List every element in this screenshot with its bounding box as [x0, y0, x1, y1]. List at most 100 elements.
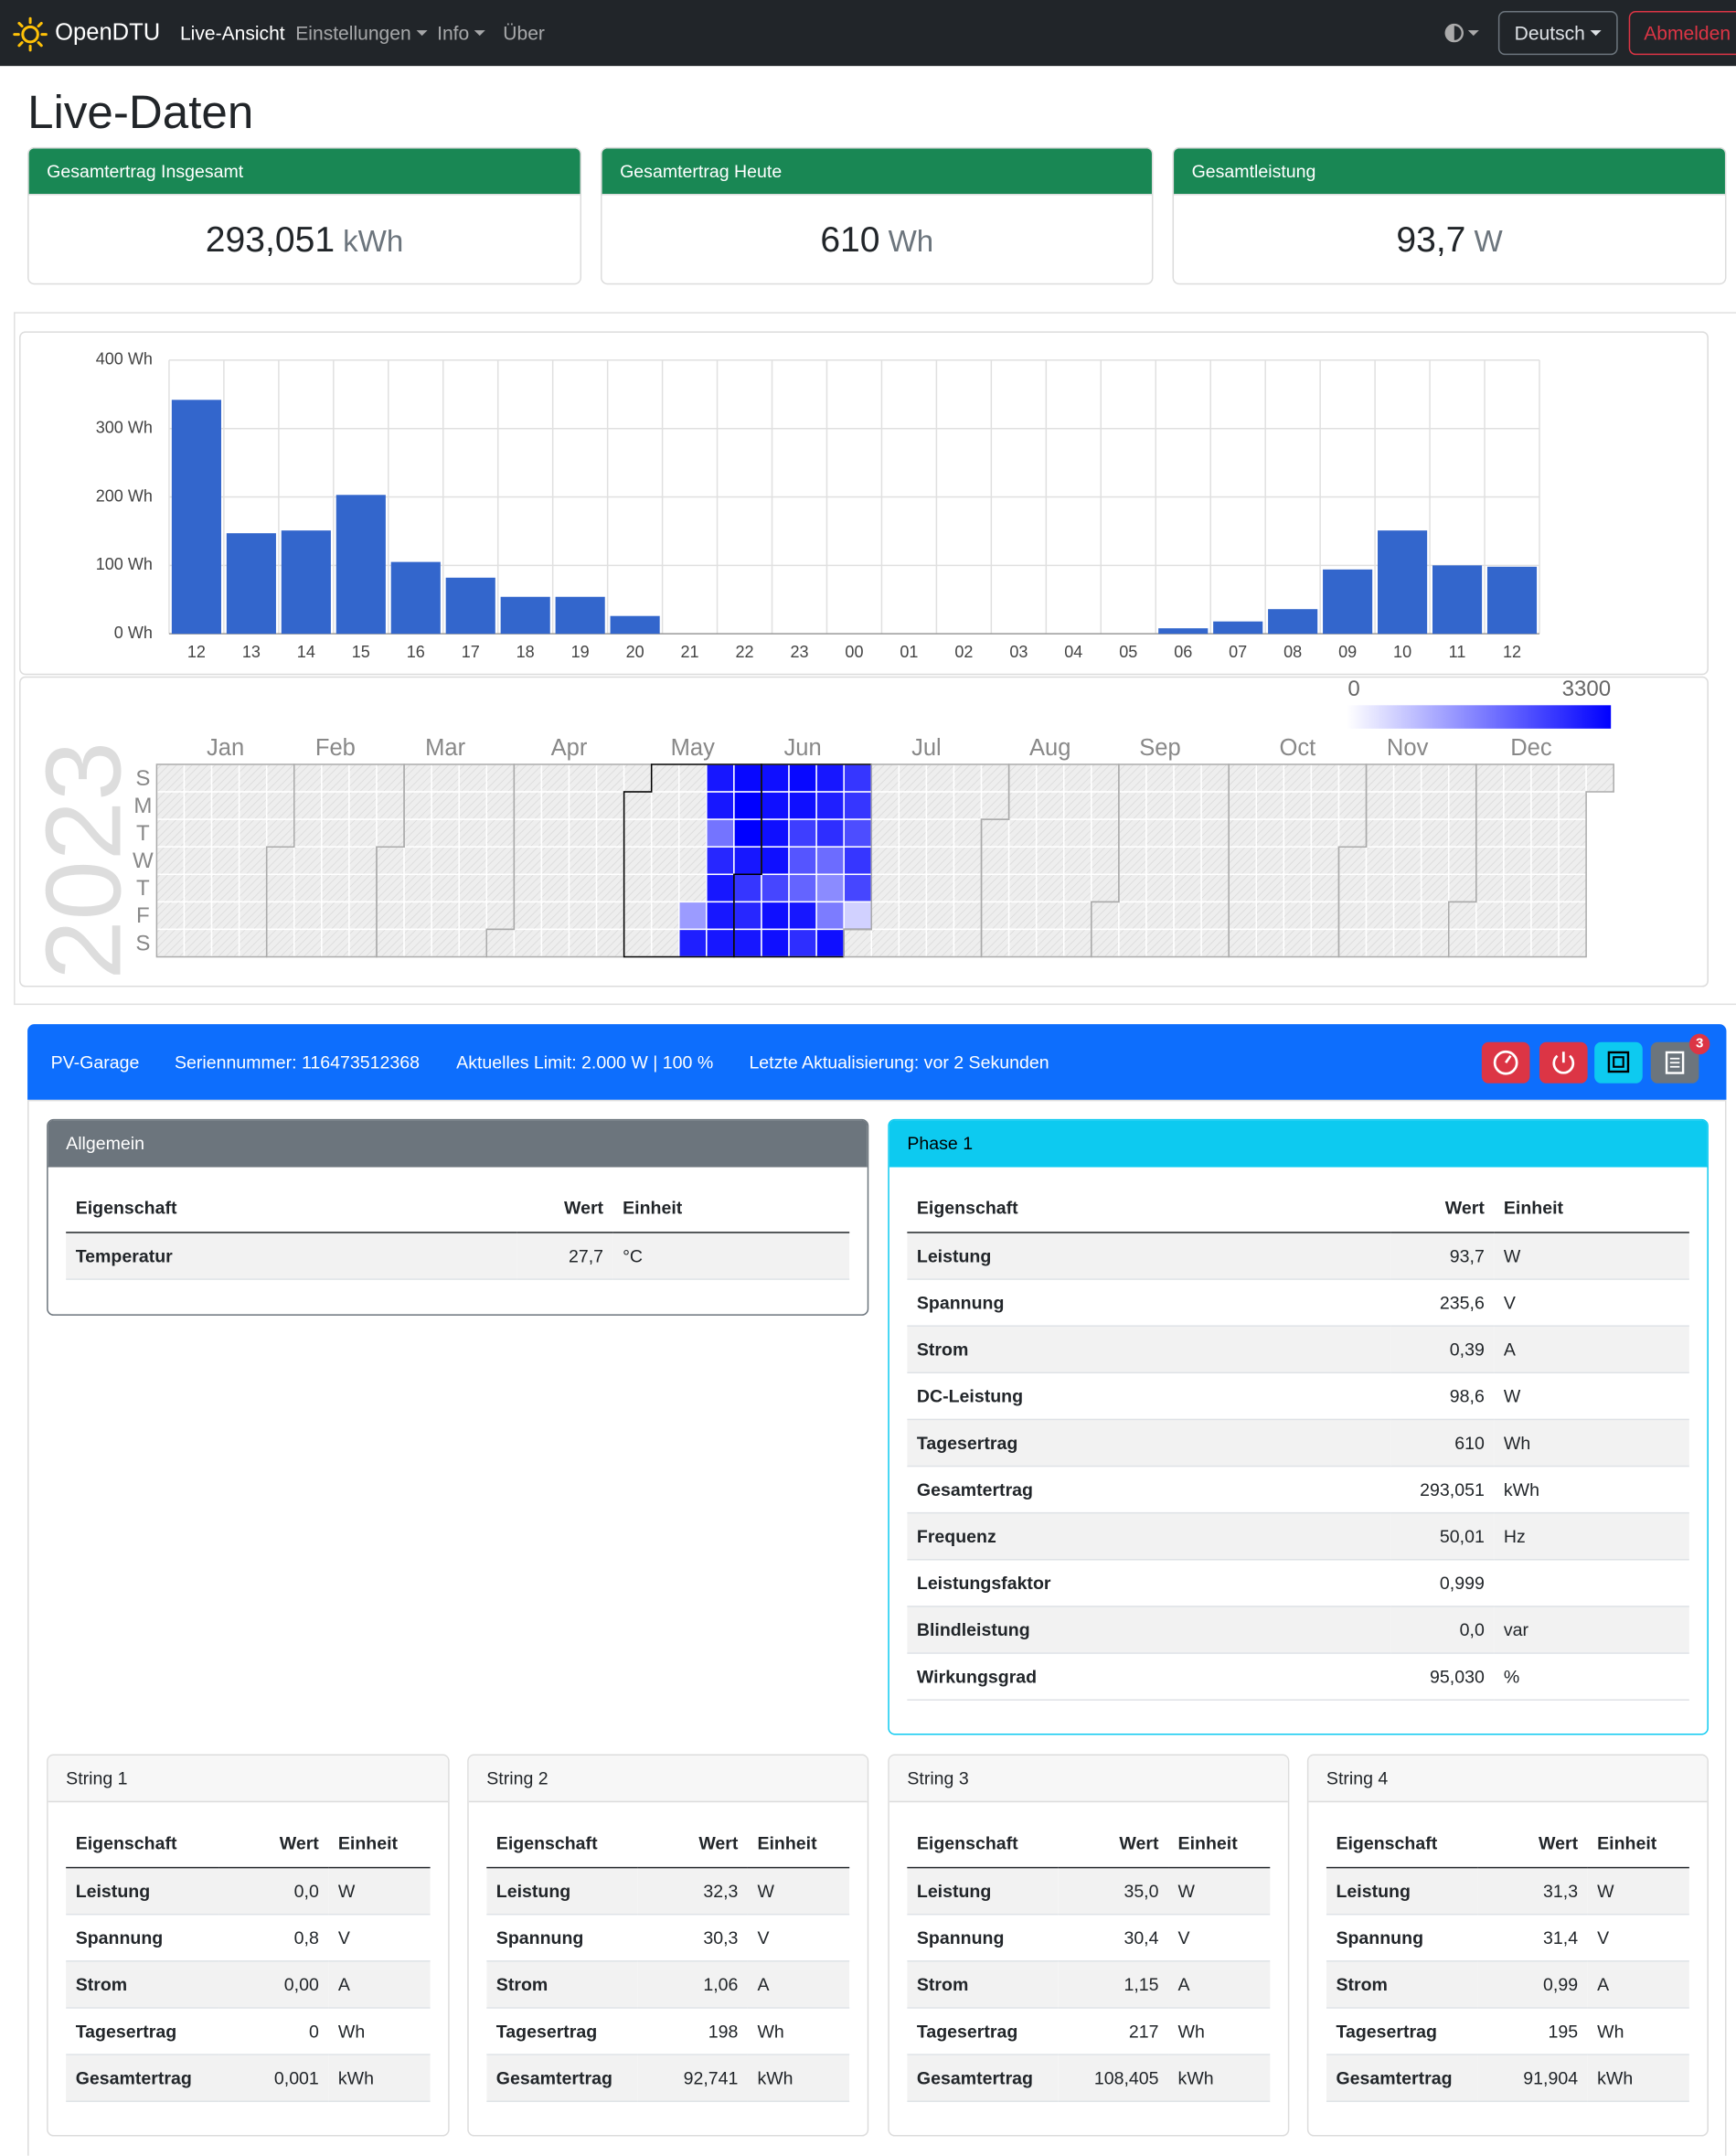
- power-button[interactable]: [1539, 1041, 1588, 1083]
- empty-day: [1310, 928, 1340, 958]
- table-row: Blindleistung 0,0 var: [907, 1606, 1689, 1654]
- empty-day: [1503, 763, 1532, 793]
- property: Tagesertrag: [907, 2007, 1059, 2055]
- weekday-label: T: [136, 821, 150, 846]
- day-cell: [761, 928, 790, 958]
- bar: [390, 561, 441, 635]
- unit: Wh: [1494, 1418, 1689, 1467]
- value: 30,3: [637, 1913, 748, 1961]
- data-table: Eigenschaft Wert Einheit Leistung 31,3 W Spann…: [1326, 1820, 1689, 2102]
- table-row: Tagesertrag 198 Wh: [486, 2007, 850, 2055]
- property: Gesamtertrag: [907, 2054, 1059, 2102]
- value: 93,7: [1390, 1232, 1495, 1280]
- day-cell: [843, 873, 873, 903]
- logout-button[interactable]: Abmelden: [1628, 11, 1736, 56]
- table-body: Leistung 35,0 W Spannung 30,4 V Strom 1,15 A Tage…: [907, 1866, 1271, 2102]
- nav-link[interactable]: Live-Ansicht: [179, 22, 285, 45]
- month-outline: [1448, 763, 1614, 958]
- x-tick-label: 23: [790, 643, 808, 661]
- language-select[interactable]: Deutsch: [1497, 11, 1618, 56]
- unit: V: [328, 1913, 431, 1961]
- empty-day: [1228, 791, 1258, 820]
- empty-day: [898, 901, 928, 931]
- unit: W: [1474, 224, 1503, 259]
- inverter-name[interactable]: PV-Garage: [50, 1051, 140, 1073]
- empty-day: [1118, 791, 1147, 820]
- empty-day: [210, 901, 240, 931]
- unit: A: [747, 1960, 850, 2008]
- empty-day: [293, 873, 323, 903]
- empty-day: [431, 791, 460, 820]
- empty-day: [403, 791, 432, 820]
- empty-day: [403, 873, 432, 903]
- empty-day: [1091, 791, 1120, 820]
- empty-day: [953, 901, 983, 931]
- empty-day: [458, 928, 488, 958]
- empty-day: [1200, 791, 1230, 820]
- device-info-button[interactable]: [1594, 1041, 1643, 1083]
- property: Leistung: [1326, 1866, 1478, 1915]
- month-label: Apr: [551, 735, 588, 761]
- empty-day: [595, 928, 625, 958]
- summary-card: Gesamtertrag Insgesamt 293,051 kWh: [27, 146, 582, 285]
- empty-day: [210, 818, 240, 848]
- empty-day: [650, 818, 680, 848]
- column-header: Eigenschaft: [486, 1820, 638, 1868]
- empty-day: [1503, 791, 1532, 820]
- table-row: Tagesertrag 195 Wh: [1326, 2007, 1689, 2055]
- empty-day: [1200, 763, 1230, 793]
- empty-day: [1420, 763, 1450, 793]
- empty-day: [210, 763, 240, 793]
- empty-day: [925, 873, 955, 903]
- day-cell: [733, 901, 762, 931]
- brand[interactable]: OpenDTU: [55, 19, 161, 46]
- empty-day: [678, 873, 708, 903]
- day-cell: [706, 901, 735, 931]
- empty-day: [650, 791, 680, 820]
- theme-toggle[interactable]: [1443, 22, 1482, 44]
- column-header: Einheit: [1587, 1820, 1689, 1868]
- empty-day: [293, 928, 323, 958]
- empty-day: [540, 873, 570, 903]
- column-header: Wert: [1477, 1820, 1588, 1868]
- empty-day: [1228, 901, 1258, 931]
- value: 0,39: [1390, 1325, 1495, 1373]
- unit: W: [747, 1866, 850, 1915]
- property: Spannung: [907, 1913, 1059, 1961]
- y-tick-label: 200 Wh: [96, 486, 153, 505]
- empty-day: [431, 928, 460, 958]
- empty-day: [650, 846, 680, 876]
- empty-day: [953, 763, 983, 793]
- empty-day: [1035, 873, 1065, 903]
- column-header: Eigenschaft: [907, 1185, 1391, 1233]
- empty-day: [1420, 873, 1450, 903]
- empty-day: [1255, 901, 1285, 931]
- card-value: 293,051 kWh: [29, 196, 580, 283]
- empty-day: [1145, 928, 1175, 958]
- empty-day: [1063, 818, 1092, 848]
- empty-day: [293, 901, 323, 931]
- nav-link[interactable]: Einstellungen: [295, 0, 427, 66]
- nav-link[interactable]: Info: [437, 0, 485, 66]
- property: Leistungsfaktor: [907, 1559, 1391, 1606]
- empty-day: [321, 763, 350, 793]
- nav-link[interactable]: Über: [503, 22, 545, 45]
- empty-day: [898, 928, 928, 958]
- card-header: String 2: [468, 1756, 868, 1803]
- day-cell: [761, 818, 790, 848]
- day-cell: [733, 928, 762, 958]
- empty-day: [1035, 791, 1065, 820]
- empty-day: [485, 818, 516, 848]
- empty-day: [1392, 763, 1422, 793]
- empty-day: [1007, 818, 1038, 848]
- empty-day: [1007, 901, 1038, 931]
- empty-day: [1503, 928, 1532, 958]
- empty-day: [238, 763, 268, 793]
- empty-day: [980, 846, 1010, 876]
- card-header: Gesamtleistung: [1174, 148, 1725, 196]
- empty-day: [595, 763, 625, 793]
- empty-day: [650, 928, 680, 958]
- empty-day: [348, 763, 378, 793]
- weekday-label: F: [136, 903, 150, 928]
- limit-button[interactable]: [1481, 1041, 1530, 1083]
